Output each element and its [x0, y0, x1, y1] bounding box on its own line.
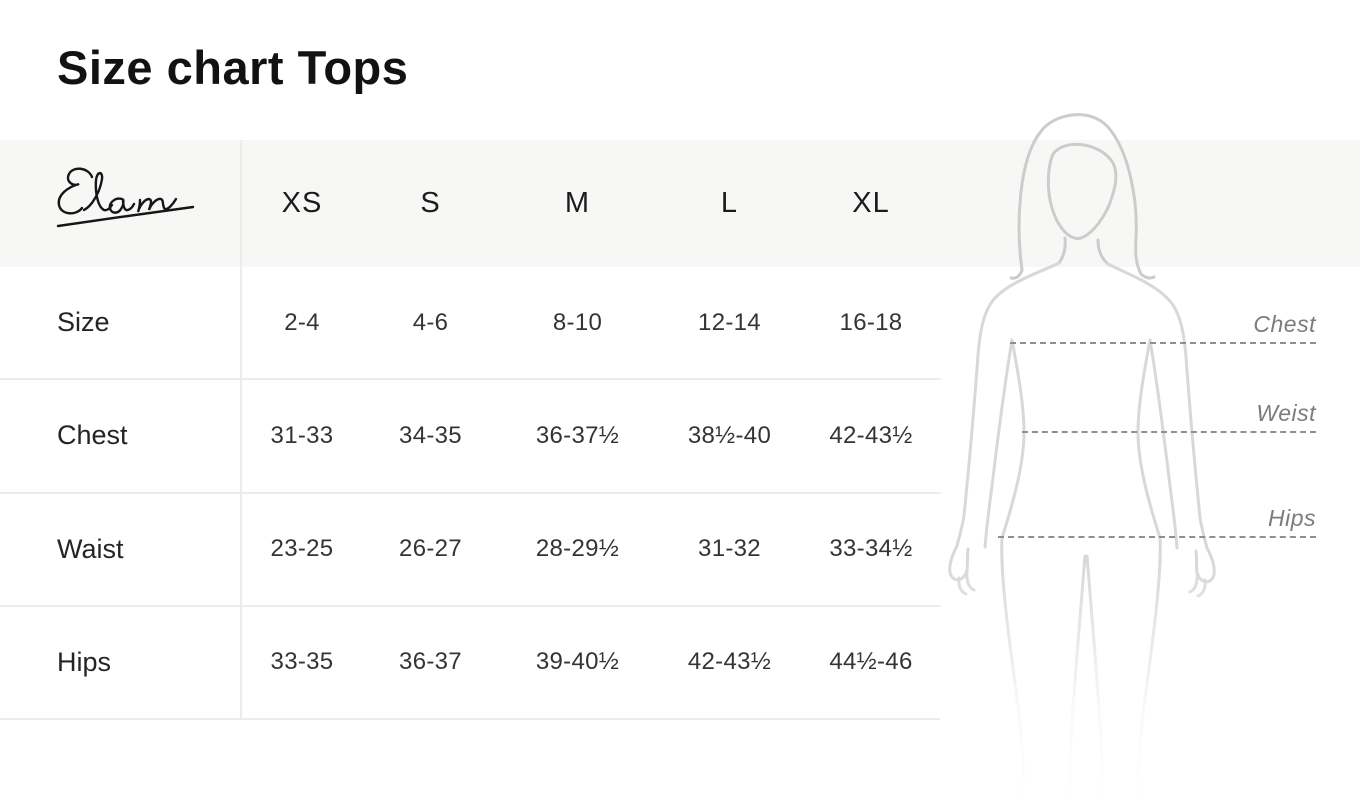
- size-value-cell: 34-35: [399, 421, 462, 449]
- column-header-xs: XS: [281, 187, 323, 219]
- hips-measure-line: [998, 536, 1316, 538]
- elan-logo-icon: [56, 167, 195, 228]
- table-row-size: Size 2-4 4-6 8-10 12-14 16-18: [0, 267, 941, 381]
- chest-measure-label: Chest: [1253, 311, 1316, 337]
- chest-measure-line: [1010, 342, 1316, 344]
- column-divider-line: [240, 140, 242, 720]
- row-label-size: Size: [57, 307, 110, 338]
- figure-fade-overlay: [940, 560, 1360, 804]
- size-value-cell: 8-10: [552, 308, 603, 336]
- size-chart-table: XS S M L XL Size 2-4 4-6 8-10 12-14 16-18 Chest 31-…: [0, 140, 941, 720]
- size-value-cell: 16-18: [839, 308, 903, 336]
- size-value-cell: 38½-40: [687, 421, 772, 449]
- size-value-cell: 31-33: [270, 421, 334, 449]
- column-header-xl: XL: [852, 187, 890, 219]
- page-title: Size chart Tops: [57, 41, 409, 94]
- column-header-s: S: [420, 187, 441, 219]
- size-value-cell: 4-6: [412, 308, 449, 336]
- column-header-m: M: [564, 187, 591, 219]
- weist-measure-line: [1022, 431, 1316, 433]
- table-body: Size 2-4 4-6 8-10 12-14 16-18 Chest 31-33 34-35 3…: [0, 267, 941, 720]
- row-label-hips: Hips: [57, 646, 112, 677]
- size-value-cell: 42-43½: [687, 648, 772, 676]
- column-header-l: L: [720, 187, 739, 219]
- size-value-cell: 39-40½: [535, 648, 620, 676]
- size-value-cell: 42-43½: [829, 421, 913, 449]
- size-value-cell: 44½-46: [829, 648, 913, 676]
- table-header-band: [0, 140, 1360, 267]
- row-label-waist: Waist: [57, 533, 124, 564]
- table-row-chest: Chest 31-33 34-35 36-37½ 38½-40 42-43½: [0, 380, 941, 494]
- table-row-hips: Hips 33-35 36-37 39-40½ 42-43½ 44½-46: [0, 607, 941, 720]
- row-label-chest: Chest: [57, 420, 128, 451]
- size-value-cell: 36-37½: [535, 421, 620, 449]
- size-value-cell: 28-29½: [535, 535, 620, 563]
- size-value-cell: 36-37: [399, 648, 462, 676]
- table-header-row: XS S M L XL: [0, 140, 941, 267]
- hips-measure-label: Hips: [1267, 505, 1316, 531]
- size-value-cell: 2-4: [284, 308, 320, 336]
- size-value-cell: 12-14: [698, 308, 761, 336]
- brand-logo-cell: [0, 140, 240, 267]
- table-row-waist: Waist 23-25 26-27 28-29½ 31-32 33-34½: [0, 494, 941, 607]
- size-value-cell: 31-32: [698, 535, 761, 563]
- size-value-cell: 26-27: [399, 535, 462, 563]
- size-value-cell: 23-25: [270, 535, 334, 563]
- size-value-cell: 33-34½: [829, 535, 913, 563]
- weist-measure-label: Weist: [1256, 400, 1316, 426]
- size-value-cell: 33-35: [270, 648, 334, 676]
